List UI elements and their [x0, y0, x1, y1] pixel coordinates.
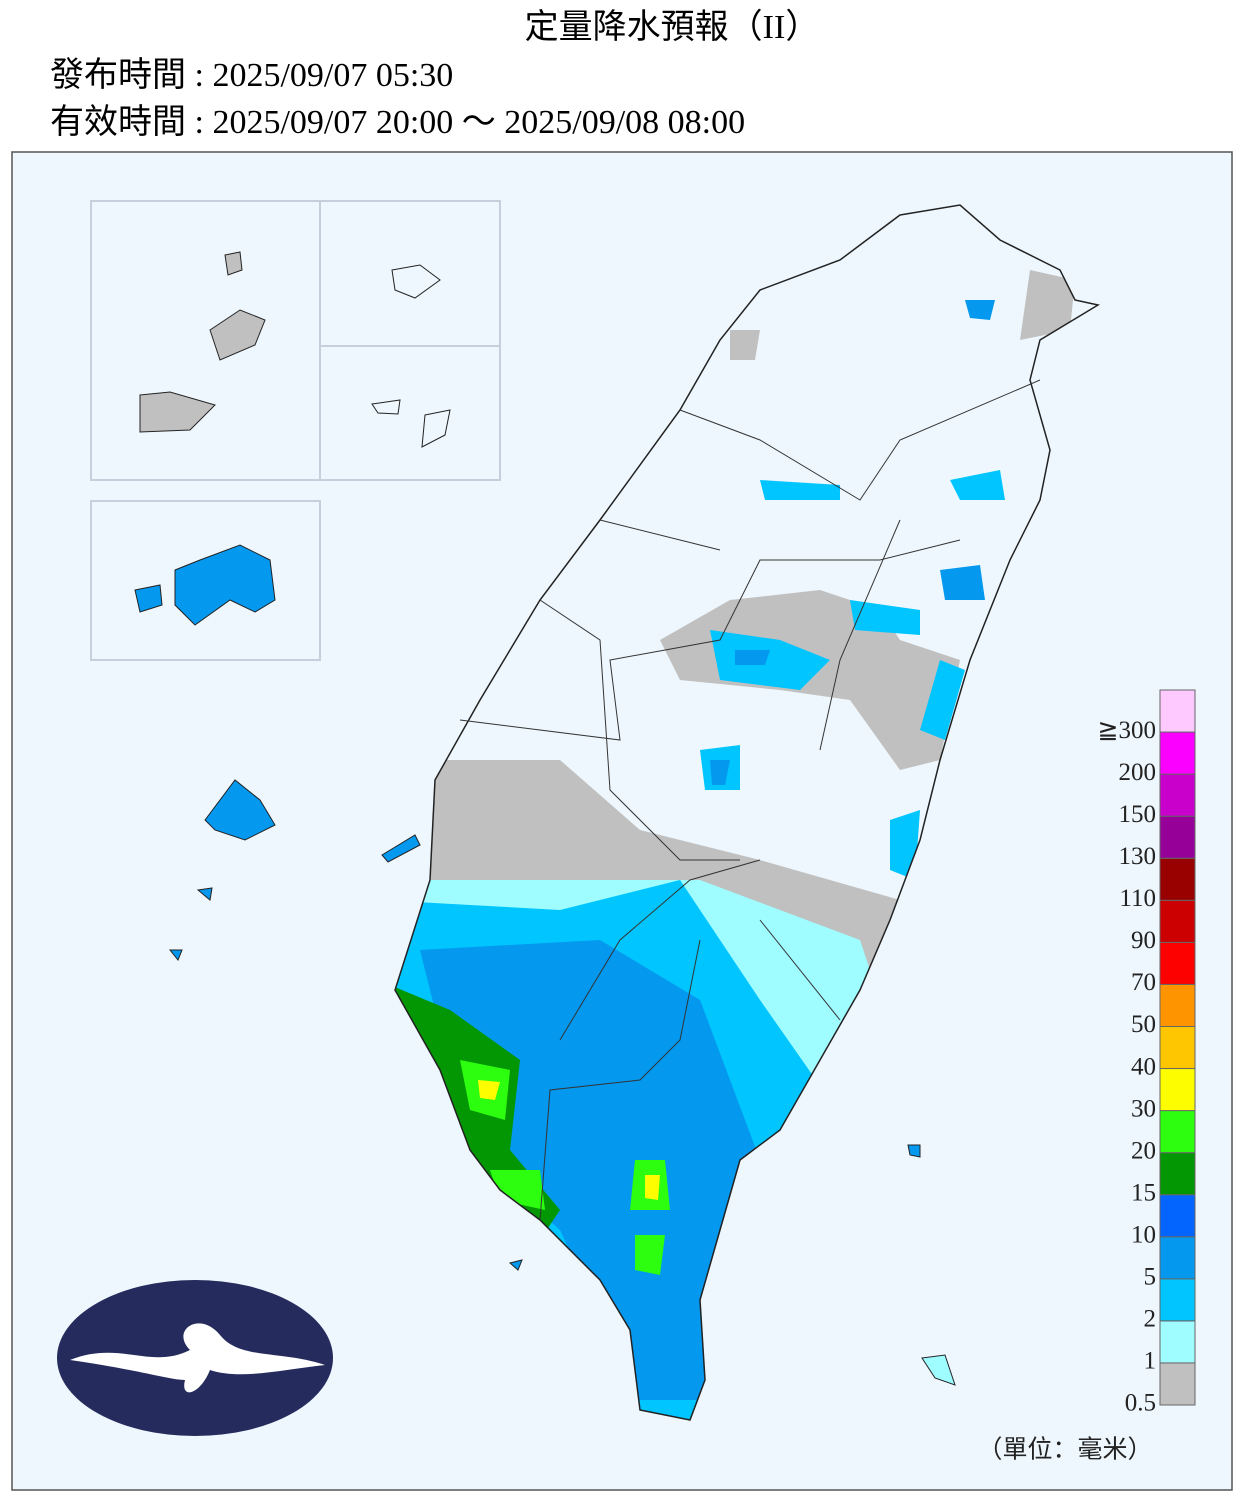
legend-label: 70	[1131, 969, 1156, 996]
valid-time: 有效時間 : 2025/09/07 20:00 ～ 2025/09/08 08:…	[50, 103, 745, 141]
legend-swatch	[1159, 1068, 1196, 1112]
legend-swatch	[1159, 857, 1196, 901]
legend-label: 200	[1119, 759, 1157, 786]
legend-label: 15	[1131, 1179, 1156, 1206]
legend-swatch	[1159, 1320, 1196, 1364]
legend-swatch	[1159, 899, 1196, 943]
legend-label: 20	[1131, 1137, 1156, 1164]
legend-swatch	[1159, 1194, 1196, 1238]
legend-swatch	[1159, 941, 1196, 985]
legend-swatch	[1159, 1152, 1196, 1196]
legend-label: 90	[1131, 927, 1156, 954]
legend-swatch	[1159, 689, 1196, 733]
legend-label: 10	[1131, 1221, 1156, 1248]
legend-label: 0.5	[1125, 1390, 1156, 1417]
legend-swatch	[1159, 1110, 1196, 1154]
legend-label: 30	[1131, 1095, 1156, 1122]
legend-label: 110	[1119, 885, 1156, 912]
legend-label: 2	[1144, 1306, 1157, 1333]
legend-swatch	[1159, 1236, 1196, 1280]
title: 定量降水預報（II）	[525, 8, 820, 46]
legend-swatch	[1159, 1362, 1196, 1406]
legend-label: ≧300	[1098, 717, 1156, 744]
legend-swatch	[1159, 1278, 1196, 1322]
legend-label: 1	[1144, 1348, 1157, 1375]
inset-frames	[90, 200, 501, 661]
legend-swatch	[1159, 773, 1196, 817]
issued-time: 發布時間 : 2025/09/07 05:30	[50, 56, 453, 94]
legend-swatch	[1159, 983, 1196, 1027]
legend-label: 150	[1119, 801, 1157, 828]
legend-swatch	[1159, 815, 1196, 859]
legend-label: 50	[1131, 1011, 1156, 1038]
legend-label: 130	[1119, 843, 1157, 870]
legend: 0.5 1 2 5 10 15 20 30 40 50 70 90 110 130 150 200 ≧300	[1098, 689, 1196, 1417]
logo	[57, 1280, 333, 1436]
legend-swatch	[1159, 1025, 1196, 1070]
legend-label: 5	[1144, 1264, 1157, 1291]
unit-label: （單位：毫米）	[977, 1436, 1152, 1464]
legend-label: 40	[1131, 1053, 1156, 1080]
legend-swatch	[1159, 731, 1196, 775]
islands	[134, 251, 956, 1386]
